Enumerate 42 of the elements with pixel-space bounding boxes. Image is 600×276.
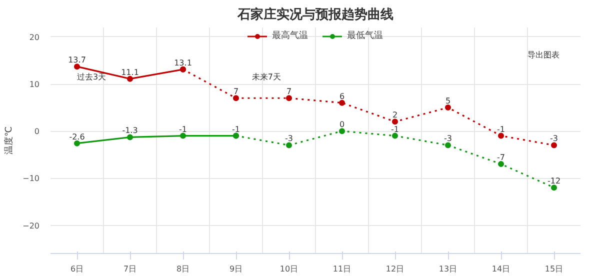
- x-tick-label: 13日: [438, 264, 458, 274]
- data-label: -1: [179, 124, 187, 134]
- data-label: -1: [497, 124, 505, 134]
- data-label: 7: [286, 87, 292, 96]
- y-tick-label: 0: [34, 127, 40, 136]
- data-label: -12: [547, 176, 561, 186]
- x-tick-label: 9日: [229, 264, 243, 274]
- data-label: 13.1: [174, 58, 192, 68]
- data-label: -7: [497, 153, 505, 162]
- legend-label: 最低气温: [347, 30, 383, 42]
- data-label: 7: [233, 87, 239, 96]
- x-tick-label: 6日: [70, 264, 84, 274]
- data-label: 5: [445, 96, 451, 106]
- data-label: 6: [339, 92, 345, 101]
- chart-title: 石家庄实况与预报趋势曲线: [236, 6, 394, 22]
- x-tick-label: 15日: [544, 264, 564, 274]
- y-tick-label: 10: [29, 80, 40, 89]
- x-tick-label: 12日: [386, 264, 404, 274]
- y-tick-label: 20: [29, 32, 40, 42]
- y-axis-title: 温度℃: [4, 126, 15, 155]
- data-label: 0: [339, 120, 345, 130]
- data-label: 2: [392, 110, 398, 120]
- x-tick-label: 14日: [492, 264, 510, 274]
- annotation: 未来7天: [252, 72, 281, 82]
- x-tick-label: 7日: [123, 264, 137, 274]
- data-label: -1: [391, 124, 399, 134]
- data-label: -1: [232, 124, 240, 134]
- data-label: 13.7: [68, 56, 86, 65]
- x-tick-label: 10日: [280, 264, 298, 274]
- y-tick-label: −10: [22, 174, 40, 184]
- legend-label: 最高气温: [272, 30, 308, 42]
- y-tick-label: −20: [22, 221, 40, 230]
- data-label: -3: [550, 134, 558, 144]
- data-label: -3: [444, 134, 452, 144]
- data-label: -3: [285, 134, 293, 144]
- annotation: 过去3天: [77, 72, 106, 82]
- data-label: -1.3: [122, 126, 138, 136]
- annotation: 导出图表: [528, 50, 560, 60]
- x-tick-label: 8日: [176, 264, 190, 274]
- data-label: -2.6: [69, 132, 85, 142]
- data-label: 11.1: [121, 68, 139, 77]
- x-tick-label: 11日: [332, 264, 352, 274]
